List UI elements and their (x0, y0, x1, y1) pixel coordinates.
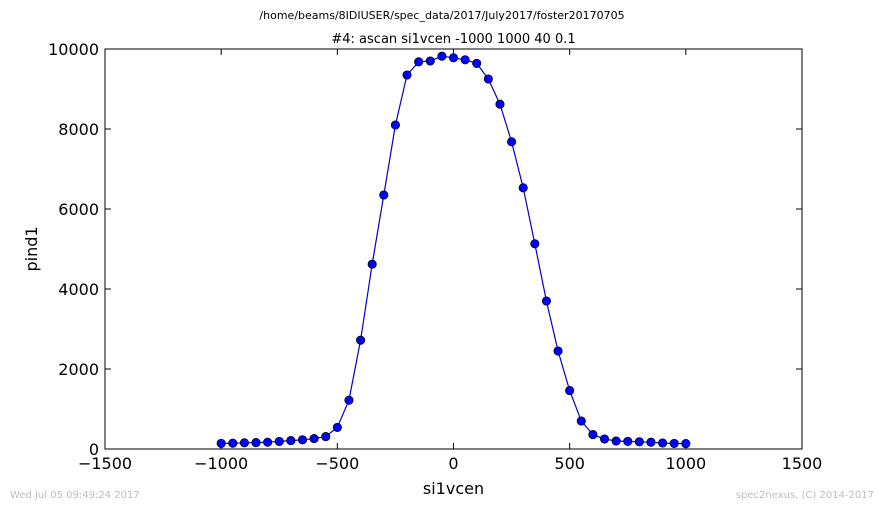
x-tick-label: 1500 (782, 454, 823, 473)
x-tick-label: 1000 (665, 454, 706, 473)
footer-credit: spec2nexus, (C) 2014-2017 (736, 490, 874, 501)
data-point (263, 437, 273, 447)
plot-area (104, 48, 803, 450)
data-point (634, 437, 644, 447)
data-point (402, 70, 412, 80)
y-tick-label: 8000 (58, 120, 99, 139)
data-point (658, 438, 668, 448)
data-point (483, 74, 493, 84)
data-point (390, 120, 400, 130)
data-point (646, 437, 656, 447)
data-point (332, 422, 342, 432)
data-point (228, 438, 238, 448)
axis-ticks (104, 48, 803, 450)
footer-timestamp: Wed Jul 05 09:49:24 2017 (10, 490, 140, 501)
data-point (681, 439, 691, 449)
data-point (541, 296, 551, 306)
data-point (530, 239, 540, 249)
data-point (286, 436, 296, 446)
data-point (425, 56, 435, 66)
y-tick-label: 2000 (58, 360, 99, 379)
data-point (344, 395, 354, 405)
x-tick-label: −1000 (194, 454, 248, 473)
x-axis-label: si1vcen (423, 479, 484, 498)
x-tick-label: 0 (448, 454, 458, 473)
data-point (460, 55, 470, 65)
data-point (367, 259, 377, 269)
y-tick-label: 10000 (48, 40, 99, 59)
data-point (414, 57, 424, 67)
y-tick-label: 4000 (58, 280, 99, 299)
x-tick-label: −1500 (78, 454, 132, 473)
data-point (669, 438, 679, 448)
series-pind1 (216, 51, 691, 449)
data-point (437, 51, 447, 61)
data-point (611, 436, 621, 446)
data-point (309, 434, 319, 444)
data-point (448, 53, 459, 63)
data-point (356, 335, 366, 345)
data-point (576, 416, 586, 426)
data-point (565, 386, 575, 396)
data-point (379, 190, 389, 200)
y-axis-label: pind1 (22, 226, 41, 271)
y-tick-label: 0 (89, 440, 99, 459)
data-point (588, 430, 598, 440)
y-tick-label: 6000 (58, 200, 99, 219)
chart-suptitle: /home/beams/8IDIUSER/spec_data/2017/July… (259, 9, 624, 22)
data-point (507, 137, 517, 147)
x-tick-label: 500 (554, 454, 585, 473)
data-point (518, 183, 528, 193)
data-point (472, 58, 482, 68)
axis-tick-labels: −1500 −1000 −500 0 500 1000 1500 0 2000 4000 6000 8… (48, 40, 822, 473)
x-tick-label: −500 (315, 454, 359, 473)
data-point (297, 435, 308, 445)
data-point (321, 432, 331, 442)
data-point (239, 438, 249, 448)
data-point (216, 438, 226, 448)
data-point (553, 346, 563, 356)
data-point (599, 434, 610, 444)
data-point (495, 99, 505, 109)
chart-title: #4: ascan si1vcen -1000 1000 40 0.1 (331, 32, 575, 47)
data-point (251, 438, 261, 448)
data-point (274, 436, 284, 446)
data-point (623, 436, 633, 446)
